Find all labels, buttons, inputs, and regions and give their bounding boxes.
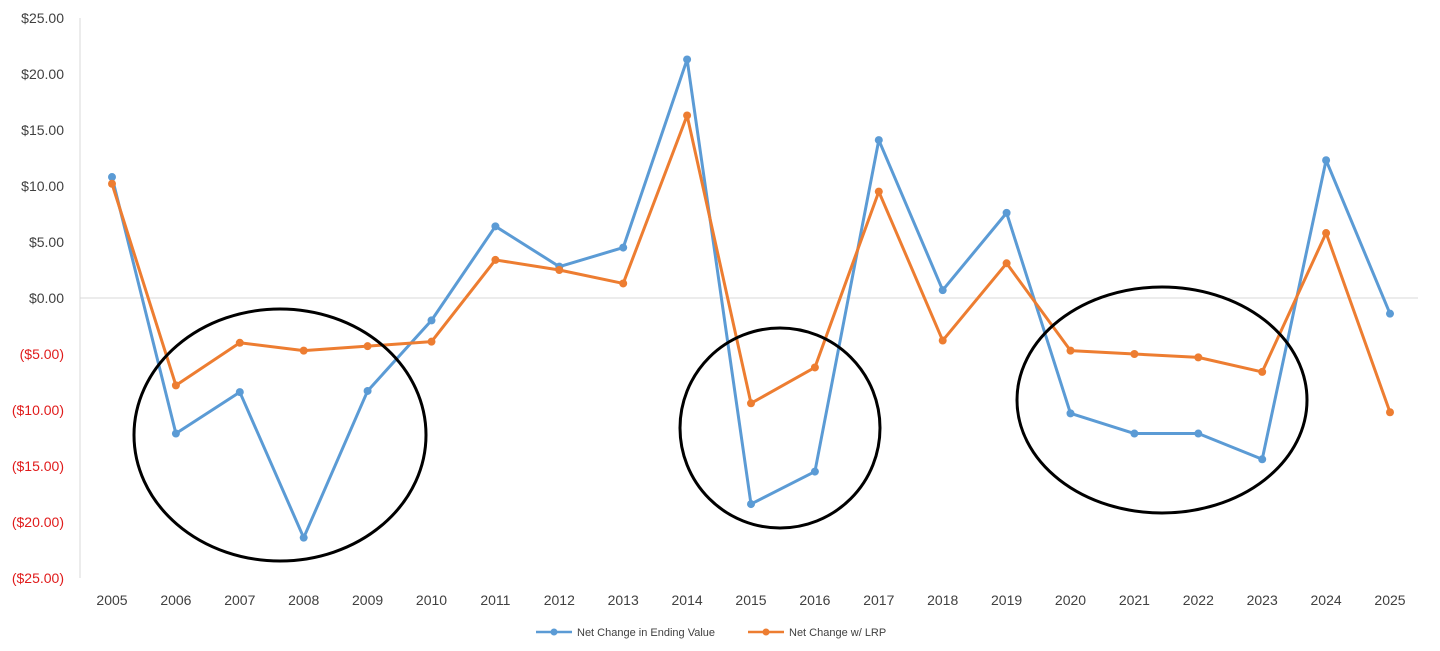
data-point: [427, 337, 436, 346]
data-point: [1258, 367, 1267, 376]
data-point: [491, 222, 500, 231]
series-1: [108, 111, 1394, 417]
data-point: [683, 55, 692, 64]
data-point: [1002, 208, 1011, 217]
data-point: [363, 342, 372, 351]
x-tick-label: 2013: [608, 592, 639, 608]
data-point: [938, 286, 947, 295]
data-point: [619, 243, 628, 252]
series-line: [110, 57, 1392, 540]
y-tick-label: ($15.00): [12, 458, 64, 474]
x-tick-label: 2009: [352, 592, 383, 608]
x-tick-label: 2022: [1183, 592, 1214, 608]
x-tick-label: 2019: [991, 592, 1022, 608]
x-tick-label: 2021: [1119, 592, 1150, 608]
x-tick-label: 2025: [1374, 592, 1405, 608]
x-tick-label: 2005: [96, 592, 127, 608]
x-tick-label: 2006: [160, 592, 191, 608]
x-tick-label: 2011: [480, 592, 510, 608]
data-point: [619, 279, 628, 288]
data-point: [427, 316, 436, 325]
series-line: [110, 113, 1392, 413]
data-point: [299, 533, 308, 542]
data-point: [1130, 429, 1139, 438]
x-tick-label: 2007: [224, 592, 255, 608]
data-point: [1322, 229, 1331, 238]
data-point: [1002, 259, 1011, 268]
data-point: [171, 429, 180, 438]
data-point: [810, 467, 819, 476]
x-tick-label: 2017: [863, 592, 894, 608]
x-tick-label: 2012: [544, 592, 575, 608]
y-tick-label: $25.00: [21, 10, 64, 26]
chart-axes: [79, 18, 1418, 578]
data-point: [555, 266, 564, 274]
data-point: [1066, 346, 1075, 355]
x-axis-ticks: 2005 2006 2007 2008 2009 2010 2011 2012 2013 2014…: [96, 592, 1405, 608]
x-tick-label: 2018: [927, 592, 958, 608]
y-tick-label: ($20.00): [12, 514, 64, 530]
data-point: [1386, 408, 1394, 417]
y-tick-label: ($25.00): [12, 570, 64, 586]
data-point: [1194, 353, 1203, 362]
x-tick-label: 2024: [1311, 592, 1342, 608]
series-layer: [108, 55, 1394, 542]
data-point: [171, 381, 180, 390]
data-point: [1386, 309, 1394, 318]
data-point: [874, 136, 883, 145]
x-tick-label: 2023: [1247, 592, 1278, 608]
y-tick-label: ($10.00): [12, 402, 64, 418]
x-tick-label: 2020: [1055, 592, 1086, 608]
y-axis-ticks: $25.00 $20.00 $15.00 $10.00 $5.00 $0.00 ($5.00…: [12, 10, 64, 586]
data-point: [491, 255, 500, 264]
data-point: [108, 179, 116, 188]
x-tick-label: 2015: [735, 592, 766, 608]
data-point: [1322, 156, 1331, 165]
legend-item-ending-value: Net Change in Ending Value: [536, 627, 715, 639]
data-point: [810, 363, 819, 372]
legend-label-ending-value: Net Change in Ending Value: [577, 627, 715, 639]
data-point: [1258, 455, 1267, 464]
data-point: [235, 338, 244, 347]
x-tick-label: 2008: [288, 592, 319, 608]
data-point: [108, 173, 116, 182]
data-point: [1194, 429, 1203, 438]
y-tick-label: $10.00: [21, 178, 64, 194]
data-point: [874, 187, 883, 196]
data-point: [1130, 350, 1139, 358]
legend-label-lrp: Net Change w/ LRP: [789, 627, 886, 639]
highlight-ellipse: [678, 326, 882, 530]
data-point: [235, 388, 244, 397]
data-point: [747, 399, 755, 408]
legend-item-lrp: Net Change w/ LRP: [748, 627, 886, 639]
data-point: [747, 500, 755, 509]
data-point: [1066, 409, 1075, 418]
legend-marker-lrp: [762, 628, 770, 636]
y-tick-label: $0.00: [29, 290, 64, 306]
x-tick-label: 2010: [416, 592, 447, 608]
legend-marker-ending-value: [550, 628, 558, 636]
data-point: [363, 386, 372, 395]
x-tick-label: 2016: [799, 592, 830, 608]
y-tick-label: ($5.00): [20, 346, 64, 362]
y-tick-label: $15.00: [21, 122, 64, 138]
highlight-ellipse: [1015, 285, 1309, 515]
x-tick-label: 2014: [672, 592, 703, 608]
data-point: [683, 111, 692, 120]
y-tick-label: $5.00: [29, 234, 64, 250]
annotation-layer: [132, 285, 1309, 563]
data-point: [299, 346, 308, 355]
y-tick-label: $20.00: [21, 66, 64, 82]
legend: Net Change in Ending Value Net Change w/…: [536, 627, 886, 639]
series-0: [108, 55, 1394, 542]
data-point: [938, 336, 947, 345]
highlight-ellipse: [132, 307, 428, 563]
